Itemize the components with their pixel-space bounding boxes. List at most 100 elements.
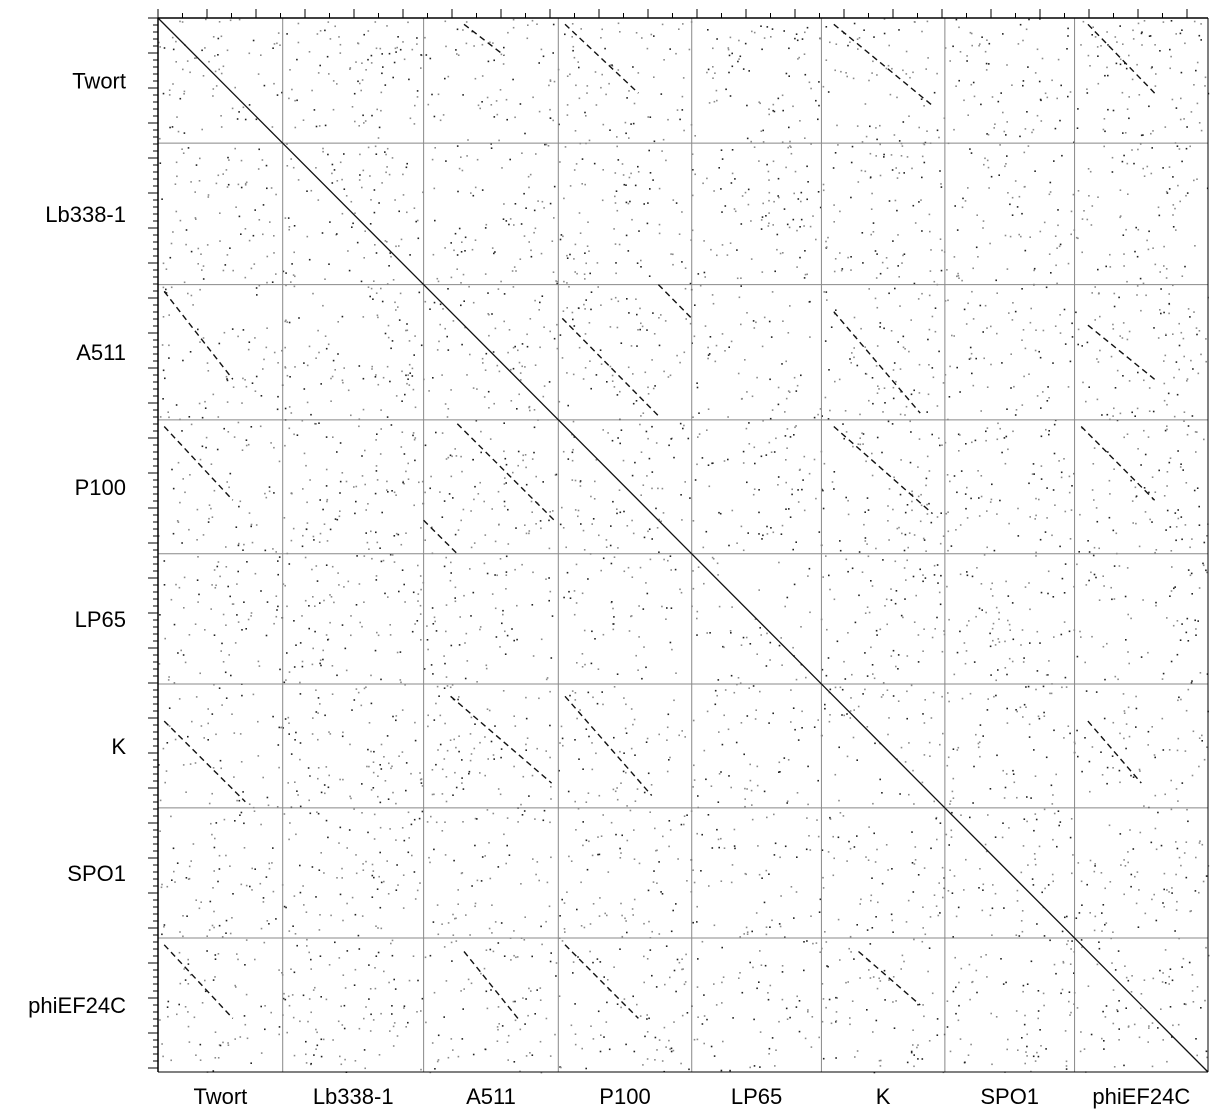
background-dot [859,977,861,979]
background-dot [240,883,243,886]
background-dot [769,641,772,644]
background-dot [723,646,725,649]
background-dot [1004,462,1007,465]
background-dot [1101,774,1104,776]
background-dot [447,456,450,459]
background-dot [969,346,972,349]
background-dot [1140,32,1143,35]
background-dot [1193,20,1196,23]
background-dot [225,697,228,699]
background-dot [1138,889,1140,891]
background-dot [384,151,386,153]
background-dot [647,393,650,395]
background-dot [1111,755,1114,757]
background-dot [833,857,835,860]
background-dot [686,880,688,882]
background-dot [282,270,285,273]
background-dot [334,941,336,944]
background-dot [1168,975,1170,978]
background-dot [630,123,632,125]
background-dot [944,47,947,49]
background-dot [928,294,931,297]
background-dot [1020,871,1023,874]
background-dot [883,156,885,158]
background-dot [790,146,792,148]
background-dot [778,644,781,647]
background-dot [1206,1056,1208,1059]
background-dot [208,929,211,931]
background-dot [413,871,416,873]
background-dot [620,852,622,854]
background-dot [596,958,599,960]
background-dot [868,399,870,402]
background-dot [297,41,300,44]
background-dot [531,774,534,777]
background-dot [502,63,505,65]
background-dot [922,1004,924,1006]
background-dot [354,1060,357,1062]
background-dot [782,252,784,254]
background-dot [639,566,642,569]
background-dot [1181,782,1184,784]
background-dot [939,603,942,606]
background-dot [1146,239,1148,242]
background-dot [1131,78,1134,81]
background-dot [487,60,490,63]
background-dot [664,983,666,986]
background-dot [1195,1038,1197,1040]
background-dot [375,374,377,376]
background-dot [388,173,391,176]
background-dot [624,727,627,730]
background-dot [259,882,262,885]
background-dot [384,592,386,595]
background-dot [1123,737,1125,740]
background-dot [859,437,861,439]
background-dot [204,990,207,993]
background-dot [869,177,872,179]
background-dot [395,839,397,841]
background-dot [431,1042,434,1044]
background-dot [746,312,748,314]
background-dot [419,772,421,774]
background-dot [765,869,768,872]
background-dot [168,676,170,678]
background-dot [543,326,545,328]
background-dot [671,648,673,651]
background-dot [294,933,297,935]
background-dot [288,930,291,932]
background-dot [370,530,372,533]
background-dot [1198,34,1201,37]
background-dot [546,677,549,679]
background-dot [1077,862,1080,864]
background-dot [226,186,229,188]
background-dot [447,349,450,351]
background-dot [273,622,275,625]
background-dot [286,374,289,377]
background-dot [214,837,216,840]
background-dot [952,990,955,993]
background-dot [825,291,828,293]
background-dot [637,165,639,168]
background-dot [1200,129,1203,132]
background-dot [175,583,177,586]
background-dot [350,200,353,203]
background-dot [987,814,989,816]
background-dot [389,553,392,556]
background-dot [386,860,388,862]
background-dot [491,904,493,906]
background-dot [770,527,772,529]
background-dot [959,434,961,436]
background-dot [1168,188,1171,190]
background-dot [1035,551,1037,554]
background-dot [311,568,313,571]
background-dot [995,679,997,682]
background-dot [847,499,849,502]
background-dot [827,965,829,968]
background-dot [682,77,685,79]
background-dot [871,877,873,879]
background-dot [1034,1060,1037,1062]
background-dot [1106,66,1108,69]
background-dot [1036,630,1039,633]
background-dot [819,37,822,40]
background-dot [497,490,500,493]
